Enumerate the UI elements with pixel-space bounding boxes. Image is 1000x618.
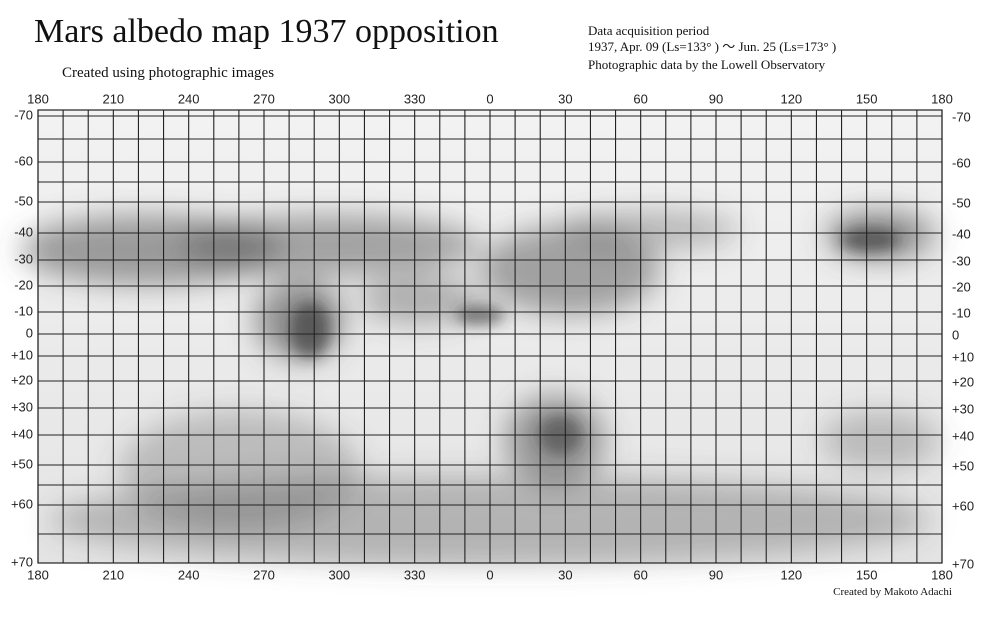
latitude-label: +20 [952,374,974,389]
latitude-label: +70 [11,554,33,569]
longitude-label: 270 [253,567,275,582]
latitude-label: -20 [14,277,33,292]
latitude-label: +40 [11,426,33,441]
longitude-label: 120 [780,567,802,582]
info-line: 1937, Apr. 09 (Ls=133° ) ～ Jun. 25 (Ls=1… [588,39,836,54]
latitude-label: +10 [952,349,974,364]
latitude-label: -50 [952,195,971,210]
albedo-map [20,110,942,565]
longitude-label: 60 [633,91,647,106]
latitude-label: -20 [952,279,971,294]
longitude-label: 90 [709,567,723,582]
longitude-label: 180 [27,567,49,582]
latitude-label: 0 [26,325,33,340]
longitude-label: 210 [102,91,124,106]
credit: Created by Makoto Adachi [833,586,952,598]
longitude-label: 90 [709,91,723,106]
latitude-label: +50 [952,458,974,473]
latitude-label: -70 [14,107,33,122]
longitude-label: 30 [558,91,572,106]
map-frame [37,109,943,564]
latitude-label: -10 [14,303,33,318]
latitude-label: +20 [11,372,33,387]
longitude-label: 150 [856,567,878,582]
latitude-label: -10 [952,305,971,320]
longitude-label: 300 [328,567,350,582]
latitude-label: +60 [11,496,33,511]
latitude-label: +40 [952,428,974,443]
longitude-label: 210 [102,567,124,582]
latitude-label: -30 [14,251,33,266]
info-line: Photographic data by the Lowell Observat… [588,57,826,72]
longitude-label: 270 [253,91,275,106]
longitude-label: 300 [328,91,350,106]
longitude-label: 150 [856,91,878,106]
latitude-label: -40 [952,226,971,241]
longitude-label: 240 [178,91,200,106]
latitude-label: 0 [952,327,959,342]
info-line: Data acquisition period [588,23,710,38]
longitude-label: 30 [558,567,572,582]
longitude-label: 180 [27,91,49,106]
longitude-label: 330 [404,567,426,582]
title: Mars albedo map 1937 opposition [34,13,499,50]
subtitle: Created using photographic images [62,65,274,81]
latitude-label: -70 [952,109,971,124]
latitude-label: -60 [14,153,33,168]
longitude-label: 0 [486,91,493,106]
longitude-label: 120 [780,91,802,106]
longitude-label: 180 [931,91,953,106]
latitude-label: +30 [952,401,974,416]
graticule [37,109,943,564]
longitude-label: 180 [931,567,953,582]
longitude-label: 240 [178,567,200,582]
longitude-label: 0 [486,567,493,582]
latitude-label: -60 [952,155,971,170]
latitude-label: +70 [952,556,974,571]
latitude-label: -50 [14,193,33,208]
latitude-label: +60 [952,498,974,513]
latitude-label: +50 [11,456,33,471]
latitude-label: +30 [11,399,33,414]
latitude-label: -40 [14,224,33,239]
coordinate-labels: 1801802102102402402702703003003303300030… [11,91,974,582]
latitude-label: +10 [11,347,33,362]
longitude-label: 60 [633,567,647,582]
latitude-label: -30 [952,253,971,268]
longitude-label: 330 [404,91,426,106]
